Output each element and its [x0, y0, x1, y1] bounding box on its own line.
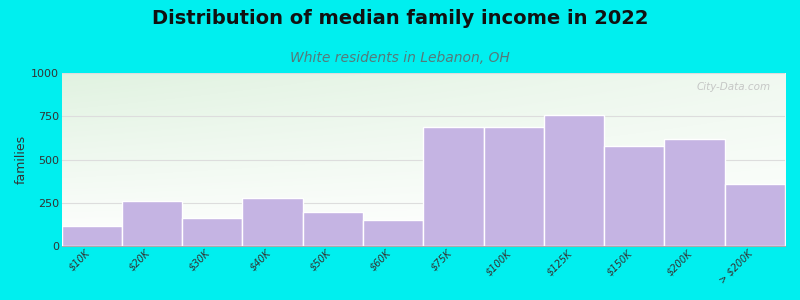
Bar	[423, 127, 483, 246]
Bar	[665, 139, 725, 246]
Bar	[604, 146, 665, 246]
Bar	[483, 127, 544, 246]
Text: White residents in Lebanon, OH: White residents in Lebanon, OH	[290, 51, 510, 65]
Bar	[544, 115, 604, 246]
Bar	[122, 201, 182, 246]
Bar	[182, 218, 242, 246]
Bar	[302, 212, 363, 246]
Bar	[62, 226, 122, 246]
Bar	[725, 184, 785, 246]
Text: City-Data.com: City-Data.com	[697, 82, 770, 92]
Bar	[242, 198, 302, 246]
Bar	[363, 220, 423, 246]
Y-axis label: families: families	[15, 135, 28, 184]
Text: Distribution of median family income in 2022: Distribution of median family income in …	[152, 9, 648, 28]
